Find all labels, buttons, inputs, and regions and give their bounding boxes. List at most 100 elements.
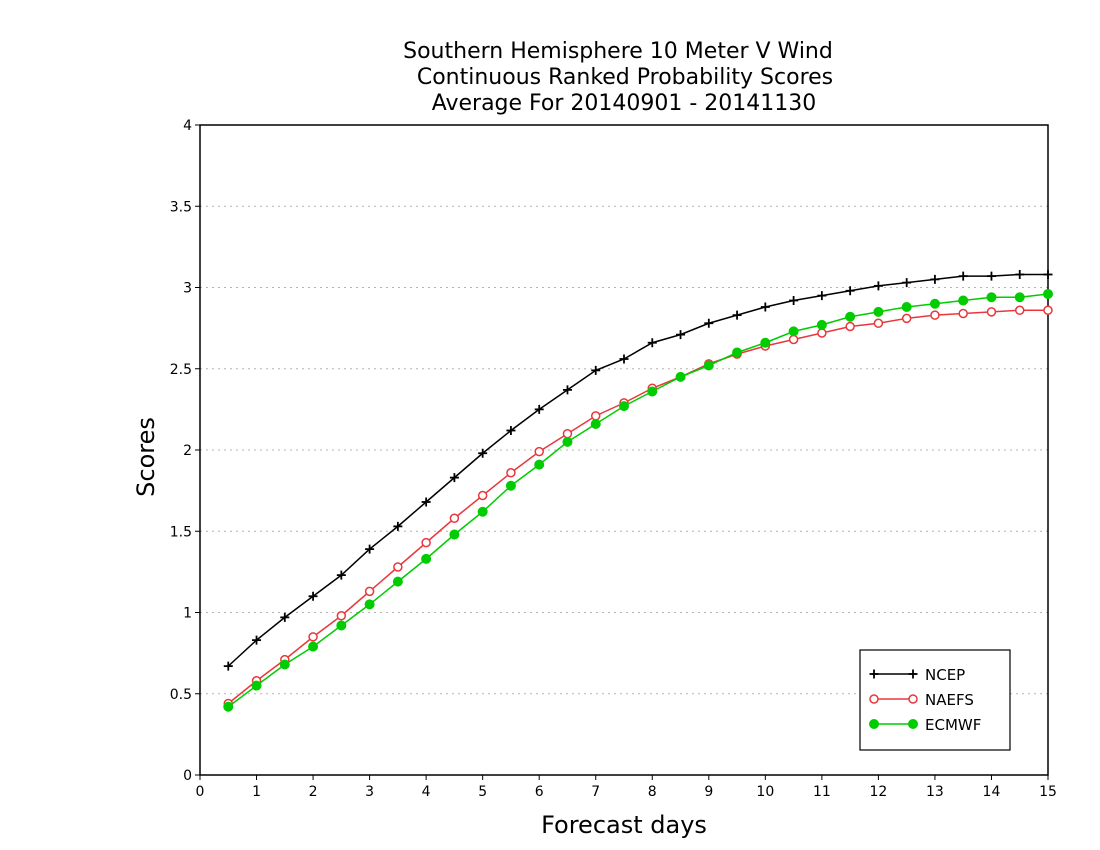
point-ncep-27 <box>986 271 996 281</box>
point-naefs-22 <box>845 321 855 332</box>
y-tick-label-6: 3 <box>183 281 192 297</box>
point-ecmwf-5 <box>364 599 375 610</box>
x-tick-label-9: 9 <box>704 784 713 800</box>
y-tick-label-2: 1 <box>183 606 192 622</box>
x-tick-label-11: 11 <box>813 784 831 800</box>
point-ecmwf-16 <box>675 371 686 382</box>
x-tick-label-10: 10 <box>756 784 774 800</box>
legend: NCEP NAEFS ECMWF <box>859 649 1011 751</box>
series-ecmwf <box>223 289 1053 712</box>
point-naefs-26 <box>958 308 968 319</box>
point-ecmwf-28 <box>1014 292 1025 303</box>
point-ncep-19 <box>760 302 770 312</box>
series-line-ecmwf <box>227 293 1049 708</box>
series-naefs <box>223 305 1053 709</box>
point-ecmwf-8 <box>449 529 460 540</box>
point-ecmwf-10 <box>505 480 516 491</box>
point-ecmwf-2 <box>279 659 290 670</box>
x-tick-label-15: 15 <box>1039 784 1057 800</box>
y-tick-label-7: 3.5 <box>170 199 192 215</box>
y-tick-label-0: 0 <box>183 768 192 784</box>
point-naefs-13 <box>590 411 601 421</box>
point-ncep-10 <box>506 426 516 435</box>
point-naefs-8 <box>449 513 460 523</box>
point-ncep-4 <box>336 570 346 580</box>
point-ncep-6 <box>393 521 403 531</box>
legend-item-ncep: NCEP <box>869 666 965 684</box>
x-tick-label-8: 8 <box>648 784 657 800</box>
point-ecmwf-25 <box>929 298 940 309</box>
point-ncep-20 <box>789 296 799 305</box>
legend-marker-start-ecmwf <box>869 719 879 729</box>
point-ncep-13 <box>591 365 601 375</box>
point-ecmwf-27 <box>986 292 997 303</box>
point-ncep-29 <box>1043 270 1053 279</box>
x-tick-label-14: 14 <box>983 784 1001 800</box>
point-ncep-28 <box>1015 270 1025 279</box>
point-ncep-11 <box>534 404 544 414</box>
point-naefs-23 <box>873 318 884 328</box>
point-ecmwf-26 <box>958 295 969 306</box>
x-tick-label-0: 0 <box>196 784 205 800</box>
x-tick-label-3: 3 <box>365 784 374 800</box>
title-line-1: Southern Hemisphere 10 Meter V Wind <box>403 39 833 64</box>
point-ecmwf-12 <box>562 436 573 447</box>
legend-item-ecmwf: ECMWF <box>869 716 981 734</box>
legend-label-ncep: NCEP <box>925 666 965 684</box>
point-ecmwf-6 <box>392 576 403 587</box>
x-tick-label-5: 5 <box>478 784 487 800</box>
point-ncep-1 <box>252 635 262 645</box>
point-naefs-12 <box>562 429 573 439</box>
point-ecmwf-9 <box>477 506 488 517</box>
point-ecmwf-7 <box>421 553 432 564</box>
x-tick-label-1: 1 <box>252 784 261 800</box>
point-ncep-7 <box>421 497 431 507</box>
point-ncep-26 <box>958 271 968 281</box>
point-naefs-7 <box>421 537 431 548</box>
x-axis: 0 1 2 3 4 5 6 7 8 9 10 11 12 13 14 15 <box>196 775 1057 800</box>
point-ncep-17 <box>704 318 714 328</box>
point-ecmwf-1 <box>251 680 262 691</box>
point-naefs-20 <box>788 334 799 345</box>
point-ecmwf-20 <box>788 326 799 337</box>
point-ncep-21 <box>817 291 827 301</box>
point-ecmwf-13 <box>590 419 601 429</box>
point-naefs-5 <box>364 586 375 597</box>
point-naefs-10 <box>506 468 516 478</box>
point-ecmwf-14 <box>619 401 629 412</box>
y-tick-label-1: 0.5 <box>170 687 192 703</box>
x-tick-label-2: 2 <box>309 784 318 800</box>
y-tick-label-4: 2 <box>183 443 192 459</box>
point-ecmwf-3 <box>308 641 319 652</box>
point-naefs-27 <box>986 307 997 317</box>
point-ncep-9 <box>478 448 488 458</box>
point-ecmwf-21 <box>816 319 827 330</box>
title-line-2: Continuous Ranked Probability Scores <box>417 65 833 90</box>
point-naefs-4 <box>336 611 347 621</box>
point-ncep-14 <box>619 354 629 364</box>
y-tick-label-8: 4 <box>183 118 192 134</box>
legend-box <box>859 649 1011 751</box>
point-ncep-22 <box>845 286 855 296</box>
point-ncep-0 <box>223 661 233 671</box>
point-naefs-29 <box>1043 305 1053 315</box>
series-layer <box>223 270 1053 712</box>
y-tick-label-3: 1.5 <box>170 524 192 540</box>
legend-marker-start-naefs <box>869 694 879 704</box>
point-ecmwf-29 <box>1043 289 1053 299</box>
legend-marker-end-ecmwf <box>908 719 918 729</box>
point-ncep-23 <box>873 281 883 291</box>
series-line-ncep <box>227 273 1048 667</box>
legend-marker-end-naefs <box>908 694 918 704</box>
x-tick-label-7: 7 <box>591 784 600 800</box>
x-axis-label: Forecast days <box>541 811 707 839</box>
point-ncep-25 <box>930 274 940 284</box>
x-tick-label-4: 4 <box>422 784 431 800</box>
point-ecmwf-18 <box>732 347 743 358</box>
point-ecmwf-23 <box>873 306 884 317</box>
point-ncep-2 <box>280 612 290 622</box>
point-ecmwf-17 <box>703 360 714 371</box>
point-ncep-8 <box>449 473 459 483</box>
x-tick-label-12: 12 <box>869 784 887 800</box>
